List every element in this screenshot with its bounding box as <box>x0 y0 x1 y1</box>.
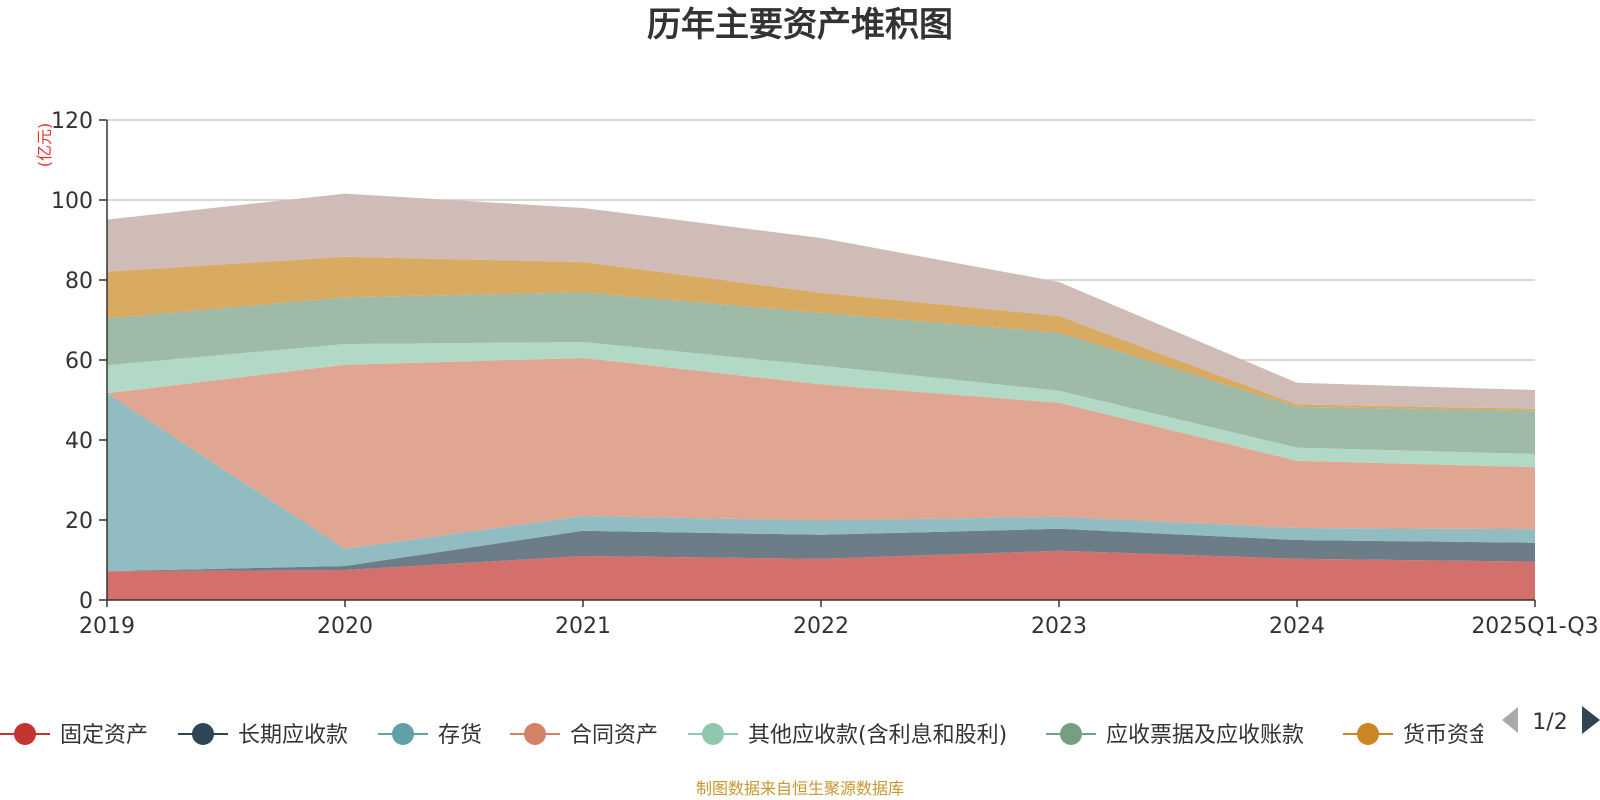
legend-label: 合同资产 <box>570 723 658 748</box>
legend-pager: 1/2 <box>1502 706 1600 735</box>
x-tick-label: 2021 <box>555 614 611 639</box>
chart-title: 历年主要资产堆积图 <box>647 5 953 45</box>
legend-label: 其他应收款(含利息和股利) <box>748 723 1007 748</box>
area-5 <box>107 292 1535 454</box>
area-1 <box>107 528 1535 572</box>
area-4 <box>107 342 1535 468</box>
legend-prev-icon[interactable] <box>1502 707 1518 733</box>
legend-page-indicator: 1/2 <box>1532 710 1567 735</box>
y-axis-unit: (亿元) <box>35 123 54 168</box>
y-tick-label: 80 <box>65 269 93 294</box>
legend-label: 应收票据及应收账款 <box>1106 723 1304 748</box>
y-tick-label: 100 <box>51 189 93 214</box>
legend-label: 存货 <box>438 723 482 748</box>
area-2 <box>107 393 1535 572</box>
x-tick-label: 2020 <box>317 614 373 639</box>
legend-marker <box>392 723 414 745</box>
legend-item[interactable]: 合同资产 <box>510 723 658 748</box>
legend-item[interactable]: 固定资产 <box>0 723 148 748</box>
area-6 <box>107 256 1535 411</box>
axes: 0 20 40 60 80 100 120 2019 2020 2021 2022 2023 2024 2… <box>51 109 1599 639</box>
x-tick-label: 2023 <box>1031 614 1087 639</box>
x-tick-label: 2019 <box>79 614 135 639</box>
legend-item[interactable]: 货币资金 <box>1343 723 1491 748</box>
y-tick-label: 20 <box>65 509 93 534</box>
legend-marker <box>192 723 214 745</box>
x-tick-label: 2025Q1-Q3 <box>1471 614 1598 639</box>
legend-label: 货币资金 <box>1403 723 1491 748</box>
legend-label: 固定资产 <box>60 723 148 748</box>
y-tick-label: 40 <box>65 429 93 454</box>
y-tick-label: 120 <box>51 109 93 134</box>
legend-item[interactable]: 存货 <box>378 723 482 748</box>
x-tick-label: 2022 <box>793 614 849 639</box>
legend: 固定资产 长期应收款 存货 合同资产 其他应收款(含利息和股利) 应收票据及应收账款 货币资… <box>0 723 1491 748</box>
area-3 <box>107 358 1535 549</box>
legend-marker <box>14 723 36 745</box>
area-7 <box>107 193 1535 409</box>
legend-next-icon[interactable] <box>1582 706 1600 734</box>
y-tick-label: 60 <box>65 349 93 374</box>
legend-item[interactable]: 应收票据及应收账款 <box>1046 723 1304 748</box>
legend-marker <box>1060 723 1082 745</box>
legend-item[interactable]: 长期应收款 <box>178 723 348 748</box>
legend-label: 长期应收款 <box>238 723 348 748</box>
legend-marker <box>524 723 546 745</box>
legend-marker <box>1357 723 1379 745</box>
y-tick-label: 0 <box>79 589 93 614</box>
data-source-note: 制图数据来自恒生聚源数据库 <box>696 779 904 798</box>
area-0 <box>107 550 1535 600</box>
legend-item[interactable]: 其他应收款(含利息和股利) <box>688 723 1007 748</box>
area-series <box>107 193 1535 600</box>
x-tick-label: 2024 <box>1269 614 1325 639</box>
legend-marker <box>702 723 724 745</box>
